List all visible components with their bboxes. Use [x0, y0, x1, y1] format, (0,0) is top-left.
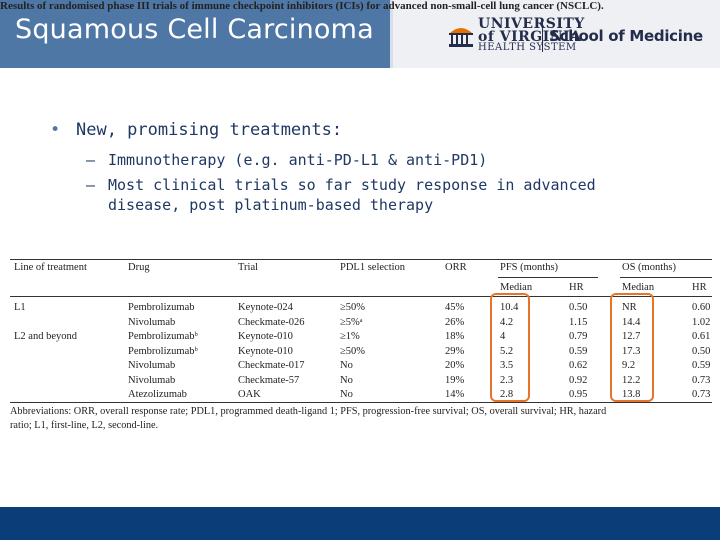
cell-pdl1: ≥50%	[340, 345, 366, 357]
rotunda-logo-icon	[449, 28, 473, 47]
cell-pfs-median: 2.8	[500, 389, 514, 400]
cell-pdl1: No	[340, 374, 353, 386]
slide-title: Squamous Cell Carcinoma	[15, 14, 374, 45]
cell-orr: 20%	[445, 360, 465, 371]
cell-pfs-hr: 0.79	[569, 331, 588, 342]
cell-pdl1: No	[340, 360, 353, 371]
cell-orr: 29%	[445, 345, 465, 357]
cell-pdl1: ≥5%ᵃ	[340, 316, 363, 328]
sub-bullet-trials-line1: Most clinical trials so far study respon…	[108, 176, 596, 194]
cell-trial: Keynote-010	[238, 345, 293, 357]
table-footnote-line2: ratio; L1, first-line, L2, second-line.	[10, 420, 159, 431]
cell-drug: Pembrolizumabᵇ	[128, 331, 198, 342]
header-orr: ORR	[445, 262, 467, 273]
cell-os-median: 12.7	[622, 331, 641, 342]
os-median-highlight-box	[610, 293, 654, 402]
cell-os-hr: 0.50	[692, 345, 711, 357]
cell-trial: Keynote-010	[238, 331, 293, 342]
cell-os-hr: 1.02	[692, 316, 711, 328]
cell-pfs-hr: 0.59	[569, 345, 588, 357]
sub-bullet-marker: –	[86, 151, 96, 169]
logo-health-system-text: HEALTH SYSTEM	[478, 42, 577, 53]
cell-drug: Nivolumab	[128, 316, 176, 328]
cell-pfs-median: 2.3	[500, 374, 514, 386]
cell-trial: Checkmate-026	[238, 316, 305, 328]
cell-orr: 19%	[445, 374, 465, 386]
cell-orr: 14%	[445, 389, 465, 400]
logo-university-text: UNIVERSITY	[478, 16, 585, 32]
header-line-of-treatment: Line of treatment	[14, 262, 87, 273]
cell-os-hr: 0.60	[692, 302, 711, 313]
cell-orr: 45%	[445, 302, 465, 313]
cell-pfs-median: 4	[500, 331, 506, 342]
header-os-hr: HR	[692, 282, 707, 293]
header-os-median: Median	[622, 282, 655, 293]
cell-os-median: NR	[622, 302, 637, 313]
cell-trial: Checkmate-017	[238, 360, 305, 371]
cell-orr: 18%	[445, 331, 465, 342]
header-pfs-hr: HR	[569, 282, 584, 293]
cell-pfs-median: 10.4	[500, 302, 519, 313]
cell-drug: Pembrolizumab	[128, 302, 195, 313]
cell-os-median: 17.3	[622, 345, 641, 357]
cell-pdl1: No	[340, 389, 353, 400]
cell-trial: Checkmate-57	[238, 374, 300, 386]
cell-trial: Keynote-024	[238, 302, 293, 313]
logo-divider	[542, 20, 543, 52]
bullet-marker: •	[50, 120, 61, 140]
cell-os-hr: 0.59	[692, 360, 711, 371]
cell-line: L2 and beyond	[14, 331, 77, 342]
cell-os-hr: 0.73	[692, 374, 711, 386]
cell-drug: Atezolizumab	[128, 389, 187, 400]
cell-pfs-median: 5.2	[500, 345, 514, 357]
cell-pfs-hr: 0.50	[569, 302, 588, 313]
bullet-main: New, promising treatments:	[76, 120, 343, 140]
cell-pfs-hr: 0.95	[569, 389, 588, 400]
cell-pfs-median: 3.5	[500, 360, 514, 371]
table-rule-top	[10, 259, 712, 260]
header-bar: Squamous Cell Carcinoma UNIVERSITY of VI…	[0, 0, 720, 68]
pfs-subrule	[498, 277, 598, 278]
logo-virginia-text: of VIRGINIA	[478, 29, 582, 45]
header-pfs-median: Median	[500, 282, 533, 293]
header-os: OS (months)	[622, 262, 676, 273]
cell-os-hr: 0.61	[692, 331, 711, 342]
cell-drug: Nivolumab	[128, 360, 176, 371]
os-subrule	[620, 277, 712, 278]
cell-pfs-hr: 0.62	[569, 360, 588, 371]
logo-school-of-medicine: School of Medicine	[549, 27, 703, 45]
cell-drug: Pembrolizumabᵇ	[128, 345, 198, 357]
table-footnote-line1: Abbreviations: ORR, overall response rat…	[10, 406, 607, 417]
sub-bullet-trials-line2: disease, post platinum-based therapy	[108, 196, 434, 214]
cell-pfs-median: 4.2	[500, 316, 514, 328]
cell-pfs-hr: 0.92	[569, 374, 588, 386]
title-panel: Squamous Cell Carcinoma	[0, 0, 393, 68]
cell-pfs-hr: 1.15	[569, 316, 588, 328]
table-rule-mid	[10, 296, 712, 297]
header-drug: Drug	[128, 262, 150, 273]
cell-orr: 26%	[445, 316, 465, 328]
cell-os-median: 12.2	[622, 374, 641, 386]
header-pdl1-selection: PDL1 selection	[340, 262, 406, 273]
cell-pdl1: ≥1%	[340, 331, 360, 342]
cell-pdl1: ≥50%	[340, 302, 366, 313]
pfs-median-highlight-box	[490, 293, 530, 402]
table-rule-bottom	[10, 402, 712, 403]
sub-bullet-marker: –	[86, 176, 96, 194]
cell-os-median: 13.8	[622, 389, 641, 400]
header-pfs: PFS (months)	[500, 262, 559, 273]
cell-os-median: 9.2	[622, 360, 636, 371]
cell-os-median: 14.4	[622, 316, 641, 328]
cell-trial: OAK	[238, 389, 261, 400]
cell-os-hr: 0.73	[692, 389, 711, 400]
cell-drug: Nivolumab	[128, 374, 176, 386]
header-trial: Trial	[238, 262, 259, 273]
footer-bar	[0, 507, 720, 540]
sub-bullet-immunotherapy: Immunotherapy (e.g. anti-PD-L1 & anti-PD…	[108, 151, 488, 169]
cell-line: L1	[14, 302, 26, 313]
